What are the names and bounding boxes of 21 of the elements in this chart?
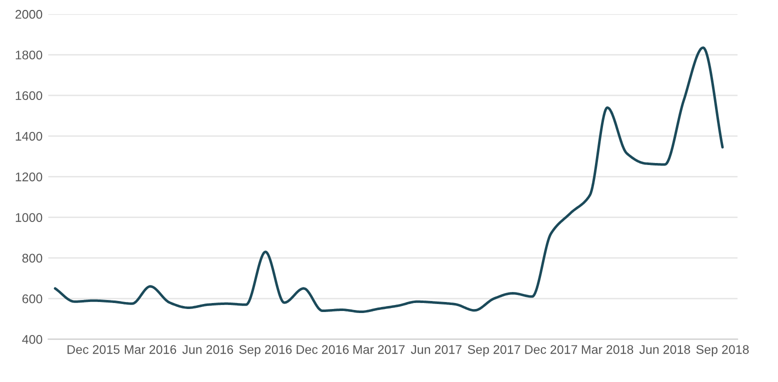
x-tick-label: Jun 2018 xyxy=(639,345,690,354)
y-tick-label: 1600 xyxy=(16,91,42,100)
x-tick-label: Mar 2018 xyxy=(582,345,634,354)
x-tick-label: Jun 2016 xyxy=(182,345,234,354)
x-tick-label: Sep 2017 xyxy=(468,345,520,356)
x-tick-label: Sep 2018 xyxy=(696,345,749,356)
x-tick-label: Dec 2017 xyxy=(525,345,578,354)
x-tick-label: Mar 2016 xyxy=(124,345,176,354)
y-tick-label: 400 xyxy=(22,335,42,344)
x-tick-label: Dec 2015 xyxy=(68,345,120,354)
x-tick-label: Mar 2017 xyxy=(353,345,405,354)
y-tick-label: 1200 xyxy=(16,172,42,182)
y-tick-label: 1400 xyxy=(16,132,42,141)
x-tick-label: Dec 2016 xyxy=(296,345,349,354)
y-tick-label: 800 xyxy=(22,254,42,263)
y-tick-label: 1000 xyxy=(16,213,42,222)
y-tick-label: 600 xyxy=(22,294,42,304)
y-tick-label: 1800 xyxy=(16,50,42,60)
x-tick-label: Sep 2016 xyxy=(239,345,292,356)
x-tick-label: Jun 2017 xyxy=(410,345,462,354)
y-tick-label: 2000 xyxy=(16,10,42,19)
